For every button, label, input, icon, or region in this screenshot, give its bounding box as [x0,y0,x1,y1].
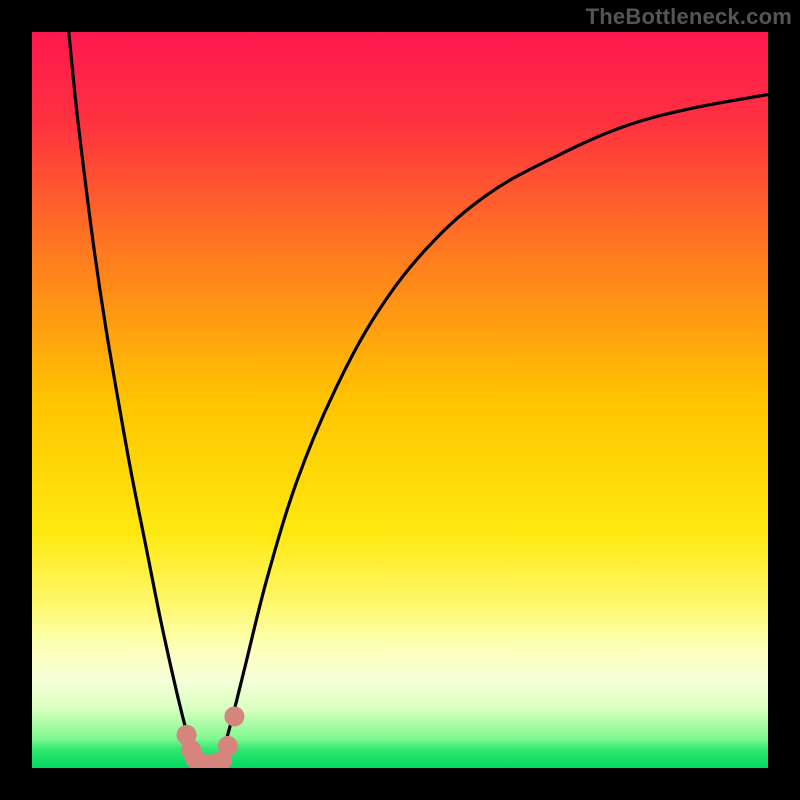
marker-dot [224,706,244,726]
plot-frame [32,32,768,768]
gradient-background [32,32,768,768]
watermark-text: TheBottleneck.com [586,4,792,30]
plot-svg [32,32,768,768]
marker-dot [218,736,238,756]
